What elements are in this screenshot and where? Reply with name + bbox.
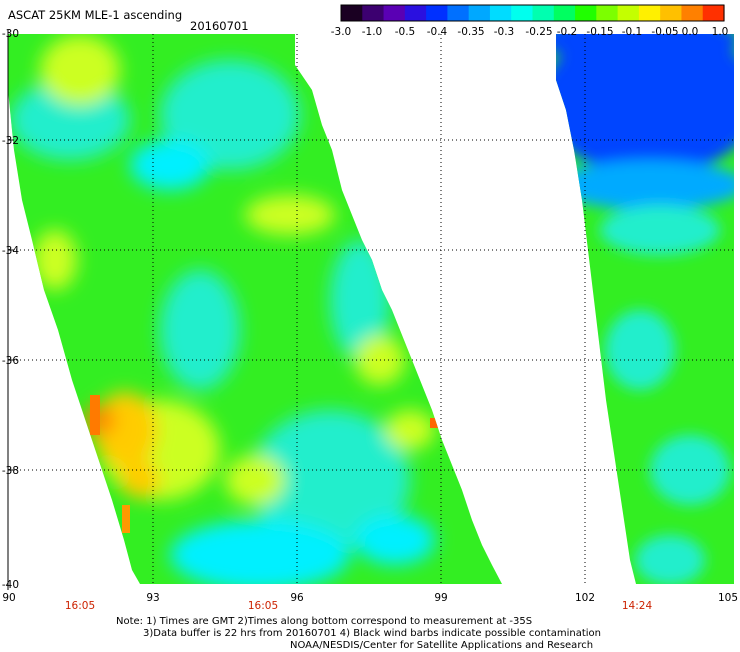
colorbar-segment — [575, 5, 597, 21]
colorbar-tick-label: -0.15 — [586, 26, 613, 38]
colorbar-segment — [702, 5, 725, 21]
colorbar-segment — [489, 5, 512, 21]
map-date: 20160701 — [190, 19, 249, 33]
note-line-2: 3)Data buffer is 22 hrs from 20160701 4)… — [143, 628, 601, 639]
lat-label: -40 — [2, 579, 19, 591]
map-grid — [8, 34, 734, 584]
swath-1605-regions — [10, 35, 435, 584]
colorbar-segment — [681, 5, 704, 21]
colorbar-segment — [532, 5, 555, 21]
colorbar-tick-label: -0.3 — [494, 26, 515, 38]
lon-label: 105 — [718, 592, 738, 604]
swath-1424 — [556, 34, 734, 584]
swath-1605-peak-cell — [90, 395, 100, 435]
colorbar-tick-label: -0.05 — [651, 26, 678, 38]
colorbar — [341, 5, 725, 21]
axis-ticks — [7, 30, 14, 590]
colorbar-frame — [340, 4, 725, 22]
lat-label: -34 — [2, 245, 19, 257]
pass-time-label: 16:05 — [65, 600, 95, 612]
pass-time-labels: 16:05 16:05 14:24 — [65, 600, 653, 612]
colorbar-segment — [362, 5, 385, 21]
colorbar-segment — [447, 5, 470, 21]
colorbar-tick-label: -0.4 — [427, 26, 448, 38]
lon-label: 96 — [290, 592, 304, 604]
pass-time-label: 14:24 — [622, 600, 653, 612]
colorbar-segment — [638, 5, 661, 21]
colorbar-segment — [596, 5, 619, 21]
lat-label: -36 — [2, 355, 19, 367]
swath-1424-regions — [556, 34, 734, 584]
lon-label: 93 — [146, 592, 159, 604]
colorbar-tick-labels: -3.0 -1.0 -0.5 -0.4 -0.35 -0.3 -0.25 -0.… — [331, 26, 729, 38]
colorbar-tick-label: -1.0 — [362, 26, 383, 38]
lat-label: -32 — [2, 135, 19, 147]
note-line-3: NOAA/NESDIS/Center for Satellite Applica… — [290, 640, 594, 651]
swath-1605-peak-cell — [430, 418, 438, 428]
colorbar-segment — [383, 5, 406, 21]
colorbar-segment — [426, 5, 448, 21]
map-title: ASCAT 25KM MLE-1 ascending — [8, 8, 182, 22]
lon-label: 102 — [575, 592, 595, 604]
colorbar-segment — [660, 5, 683, 21]
colorbar-tick-label: -0.25 — [525, 26, 552, 38]
colorbar-tick-label: -0.2 — [557, 26, 578, 38]
colorbar-tick-label: -0.1 — [622, 26, 643, 38]
latitude-labels: -30 -32 -34 -36 -38 -40 — [2, 28, 19, 591]
colorbar-segment — [553, 5, 576, 21]
note-line-1: Note: 1) Times are GMT 2)Times along bot… — [116, 616, 533, 627]
colorbar-segment — [468, 5, 491, 21]
pass-time-label: 16:05 — [248, 600, 278, 612]
lat-label: -38 — [2, 465, 19, 477]
colorbar-tick-label: -3.0 — [331, 26, 352, 38]
colorbar-tick-label: -0.35 — [457, 26, 484, 38]
colorbar-segment — [341, 5, 363, 21]
swath-1605-peak-cell — [122, 505, 130, 533]
colorbar-segment — [617, 5, 640, 21]
lon-label: 99 — [434, 592, 447, 604]
colorbar-tick-label: 0.0 — [682, 26, 699, 38]
colorbar-segment — [511, 5, 534, 21]
lat-label: -30 — [2, 28, 19, 40]
colorbar-segment — [404, 5, 427, 21]
colorbar-tick-label: 1.0 — [712, 26, 729, 38]
lon-label: 90 — [2, 592, 15, 604]
swath-1605 — [8, 34, 502, 584]
longitude-labels: 90 93 96 99 102 105 — [2, 592, 738, 604]
colorbar-tick-label: -0.5 — [395, 26, 416, 38]
